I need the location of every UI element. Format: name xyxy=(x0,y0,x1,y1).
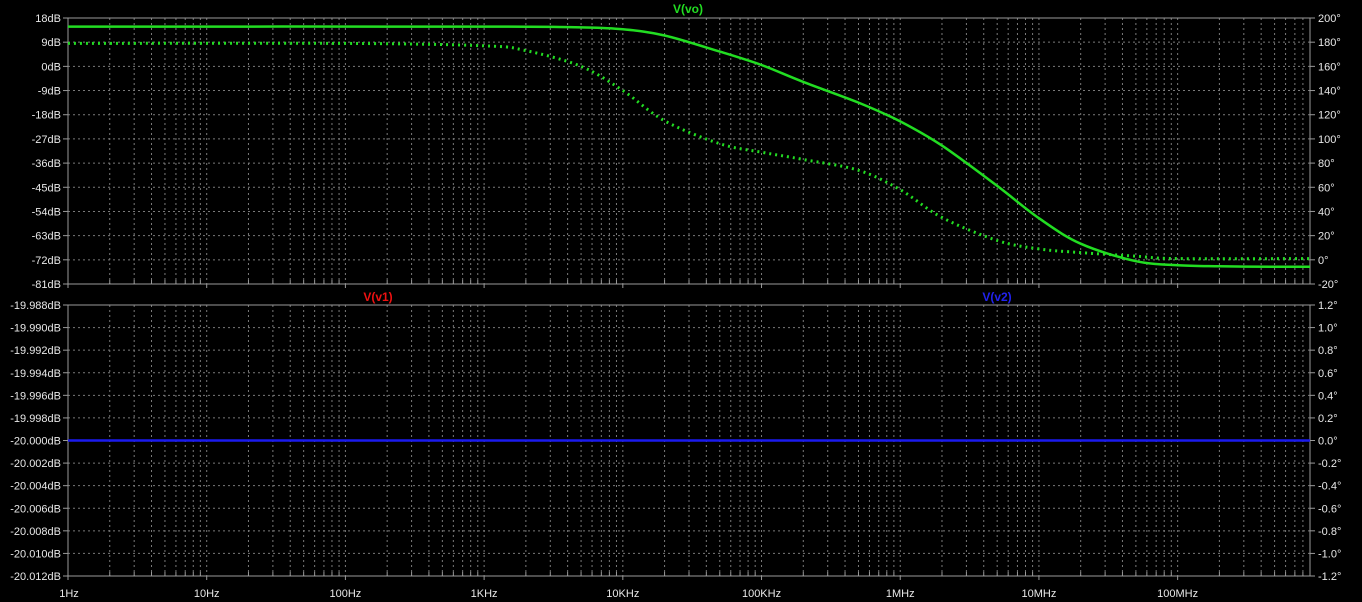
right-tick-label: 1.2° xyxy=(1318,300,1338,312)
left-tick-label: -20.008dB xyxy=(10,526,61,538)
left-tick-label: -9dB xyxy=(38,86,61,98)
right-tick-label: 80° xyxy=(1318,158,1335,170)
left-tick-label: -45dB xyxy=(32,182,61,194)
left-tick-label: -27dB xyxy=(32,134,61,146)
left-tick-label: -36dB xyxy=(32,158,61,170)
left-tick-label: -19.988dB xyxy=(10,300,61,312)
right-tick-label: -1.0° xyxy=(1318,548,1341,560)
left-tick-label: -19.994dB xyxy=(10,368,61,380)
tick-labels: 18dB 9dB 0dB -9dB -18dB -27dB -36dB -45dB -54dB -… xyxy=(10,13,1341,600)
left-tick-label: -20.000dB xyxy=(10,436,61,448)
right-tick-label: 40° xyxy=(1318,206,1335,218)
right-tick-label: -0.6° xyxy=(1318,503,1341,515)
left-tick-label: 0dB xyxy=(41,61,61,73)
right-tick-label: 120° xyxy=(1318,110,1341,122)
x-tick-label: 10MHz xyxy=(1022,588,1057,600)
right-tick-label: 200° xyxy=(1318,13,1341,25)
series-vvo-phase xyxy=(67,41,1311,261)
x-tick-label: 10Hz xyxy=(194,588,220,600)
left-tick-label: 18dB xyxy=(35,13,61,25)
left-tick-label: -81dB xyxy=(32,279,61,291)
right-tick-label: -20° xyxy=(1318,279,1338,291)
right-tick-label: -0.4° xyxy=(1318,481,1341,493)
panel-titles: V(vo) V(v1) V(v2) xyxy=(363,2,1011,304)
left-tick-label: -20.004dB xyxy=(10,481,61,493)
x-tick-label: 100MHz xyxy=(1157,588,1198,600)
left-tick-label: -72dB xyxy=(32,255,61,267)
legend-label-v2[interactable]: V(v2) xyxy=(982,290,1011,304)
x-tick-label: 1Hz xyxy=(59,588,79,600)
right-tick-label: 160° xyxy=(1318,61,1341,73)
legend-label-v1[interactable]: V(v1) xyxy=(363,290,392,304)
x-tick-label: 1KHz xyxy=(471,588,498,600)
x-tick-label: 10KHz xyxy=(606,588,639,600)
left-tick-label: -19.996dB xyxy=(10,390,61,402)
right-tick-label: 1.0° xyxy=(1318,323,1338,335)
left-tick-label: -63dB xyxy=(32,231,61,243)
top-panel-title[interactable]: V(vo) xyxy=(673,2,703,16)
right-tick-label: 0.4° xyxy=(1318,390,1338,402)
right-tick-label: 180° xyxy=(1318,37,1341,49)
right-tick-label: 60° xyxy=(1318,182,1335,194)
right-tick-label: -0.2° xyxy=(1318,458,1341,470)
left-tick-label: -19.992dB xyxy=(10,345,61,357)
right-tick-label: -1.2° xyxy=(1318,571,1341,583)
x-tick-label: 100KHz xyxy=(742,588,781,600)
left-tick-label: -19.998dB xyxy=(10,413,61,425)
x-tick-label: 1MHz xyxy=(886,588,915,600)
right-tick-label: 140° xyxy=(1318,86,1341,98)
right-tick-label: 0.2° xyxy=(1318,413,1338,425)
grid-layer xyxy=(68,18,1311,576)
left-tick-label: -19.990dB xyxy=(10,323,61,335)
right-tick-label: 0.0° xyxy=(1318,436,1338,448)
x-tick-label: 100Hz xyxy=(330,588,362,600)
left-tick-label: -18dB xyxy=(32,110,61,122)
right-tick-label: 0.8° xyxy=(1318,345,1338,357)
right-tick-label: 0.6° xyxy=(1318,368,1338,380)
right-tick-label: 0° xyxy=(1318,255,1329,267)
right-tick-label: 20° xyxy=(1318,231,1335,243)
left-tick-label: -20.002dB xyxy=(10,458,61,470)
left-tick-label: -20.012dB xyxy=(10,571,61,583)
series-vvo-magnitude xyxy=(67,25,1311,269)
left-tick-label: -20.006dB xyxy=(10,503,61,515)
right-tick-label: -0.8° xyxy=(1318,526,1341,538)
series-layer xyxy=(67,25,1311,442)
left-tick-label: -54dB xyxy=(32,206,61,218)
left-tick-label: 9dB xyxy=(41,37,61,49)
left-tick-label: -20.010dB xyxy=(10,548,61,560)
right-tick-label: 100° xyxy=(1318,134,1341,146)
